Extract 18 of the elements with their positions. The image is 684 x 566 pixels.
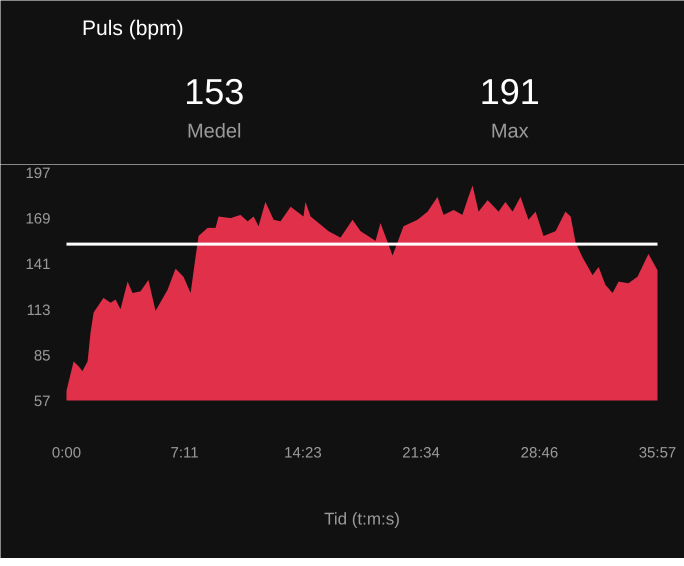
y-tick-label: 141: [25, 256, 51, 274]
x-tick-label: 35:57: [638, 444, 676, 462]
x-tick-label: 14:23: [284, 444, 322, 462]
x-tick-label: 7:11: [170, 444, 199, 462]
y-tick-label: 57: [34, 393, 51, 410]
x-tick-label: 28:46: [520, 444, 558, 462]
text: 153: [184, 71, 244, 112]
y-tick-label: 85: [34, 347, 51, 364]
x-axis-title: Tid (t:m:s): [324, 510, 400, 528]
chart-title: Puls (bpm): [82, 17, 184, 40]
y-tick-label: 197: [25, 165, 51, 182]
text: 191: [480, 71, 540, 112]
x-tick-label: 21:34: [402, 444, 440, 462]
y-tick-label: 169: [25, 210, 51, 228]
text: Max: [490, 120, 529, 142]
text: Medel: [187, 120, 242, 142]
x-tick-label: 0:00: [52, 444, 82, 462]
y-tick-label: 113: [26, 302, 51, 319]
